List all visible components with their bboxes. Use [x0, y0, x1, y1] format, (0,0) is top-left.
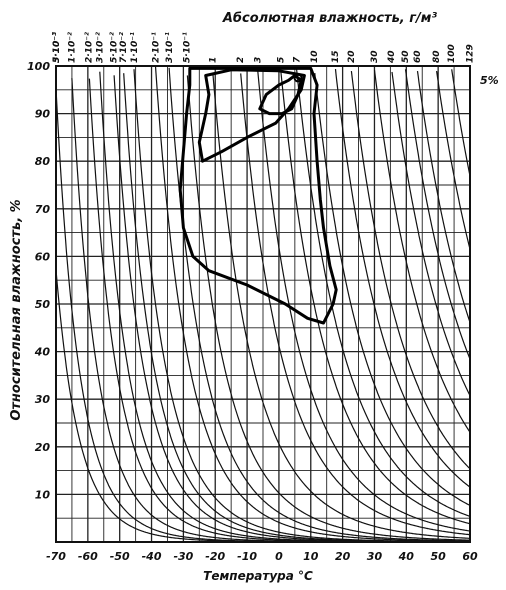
top-tick-label: 2·10⁻² — [85, 32, 95, 63]
isoline — [436, 71, 471, 250]
top-tick-label: 80 — [432, 50, 442, 63]
isoline — [279, 67, 471, 525]
isoline — [404, 69, 471, 360]
x-axis-label: Температура °С — [203, 569, 313, 583]
x-tick-label: 30 — [367, 550, 383, 563]
top-tick-label: 10 — [310, 50, 320, 63]
top-tick-label: 50 — [401, 50, 411, 63]
isoline — [212, 72, 470, 539]
x-tick-label: -10 — [237, 550, 257, 563]
region-contours — [178, 66, 338, 325]
isoline — [451, 69, 471, 177]
top-tick-label: 5·10⁻³ — [52, 32, 62, 63]
x-tick-labels: -70 -60 -50 -40 -30 -20 -10 0 10 20 30 40 50 60 — [46, 550, 478, 563]
top-tick-label: 2·10⁻¹ — [152, 32, 162, 63]
top-tick-labels: 3·10⁻³5·10⁻³ 1·10⁻² 2·10⁻² 3·10⁻² 5·10⁻² 7·10… — [52, 32, 475, 64]
y-tick-label: 30 — [35, 393, 51, 406]
y-tick-label: 50 — [35, 298, 51, 311]
top-tick-label: 5 — [276, 57, 286, 63]
isoline — [416, 71, 471, 323]
x-tick-label: -50 — [110, 550, 130, 563]
y-tick-label: 70 — [35, 203, 51, 216]
y-tick-label: 90 — [35, 108, 51, 121]
corner-label: 5% — [480, 74, 499, 87]
x-tick-label: 40 — [398, 550, 415, 563]
y-tick-labels: 10 20 30 40 50 60 70 80 90 100 — [27, 60, 50, 501]
top-tick-label: 7·10⁻² — [119, 32, 129, 63]
x-tick-label: -20 — [205, 550, 225, 563]
top-tick-label: 3 — [253, 57, 263, 63]
x-tick-label: 60 — [462, 550, 478, 563]
top-tick-label: 1·10⁻¹ — [130, 32, 140, 63]
y-tick-label: 10 — [35, 488, 51, 501]
top-tick-label: 100 — [447, 44, 457, 63]
x-tick-label: 0 — [275, 550, 283, 563]
top-tick-label: 1 — [208, 57, 218, 63]
isoline — [154, 66, 470, 542]
x-tick-label: -70 — [46, 550, 66, 563]
top-tick-label: 5·10⁻² — [110, 32, 120, 63]
top-axis-label: Абсолютная влажность, г/м³ — [222, 11, 438, 26]
isoline — [88, 78, 470, 543]
top-tick-label: 40 — [387, 50, 397, 64]
x-tick-label: -60 — [78, 550, 98, 563]
x-tick-label: -30 — [173, 550, 193, 563]
top-tick-label: 60 — [413, 50, 423, 63]
y-tick-label: 80 — [35, 155, 51, 168]
top-tick-label: 129 — [465, 44, 475, 63]
y-tick-label: 100 — [27, 60, 50, 73]
y-tick-label: 40 — [34, 346, 51, 359]
isoline — [256, 66, 471, 532]
isoline — [295, 67, 471, 517]
region-contour-1 — [178, 66, 338, 325]
isoline — [240, 73, 471, 536]
plot-frame — [55, 65, 471, 543]
x-tick-label: 50 — [430, 550, 446, 563]
top-tick-label: 2 — [236, 57, 246, 63]
isoline — [186, 75, 471, 541]
top-tick-label: 30 — [370, 50, 380, 63]
top-tick-label: 7 — [292, 56, 302, 63]
top-tick-label: 3·10⁻³ — [52, 32, 62, 63]
top-tick-label: 3·10⁻² — [96, 32, 106, 63]
top-tick-label: 1·10⁻² — [67, 32, 77, 63]
top-tick-label: 5·10⁻¹ — [183, 32, 193, 63]
isoline — [350, 71, 471, 470]
top-tick-label: 20 — [347, 50, 357, 63]
isoline — [373, 70, 471, 433]
top-tick-label: 3·10⁻¹ — [165, 32, 175, 63]
x-tick-label: -40 — [142, 550, 162, 563]
y-tick-label: 20 — [35, 441, 51, 454]
region-contour-2 — [197, 68, 306, 163]
isoline — [168, 67, 470, 542]
x-tick-label: 10 — [303, 550, 319, 563]
y-axis-label: Относительная влажность, % — [9, 199, 24, 420]
isoline — [391, 71, 471, 396]
y-tick-label: 60 — [35, 250, 51, 263]
x-tick-label: 20 — [335, 550, 351, 563]
isoline — [314, 73, 471, 506]
isoline — [334, 69, 471, 488]
region-marker — [293, 73, 303, 83]
top-tick-label: 15 — [331, 50, 341, 63]
